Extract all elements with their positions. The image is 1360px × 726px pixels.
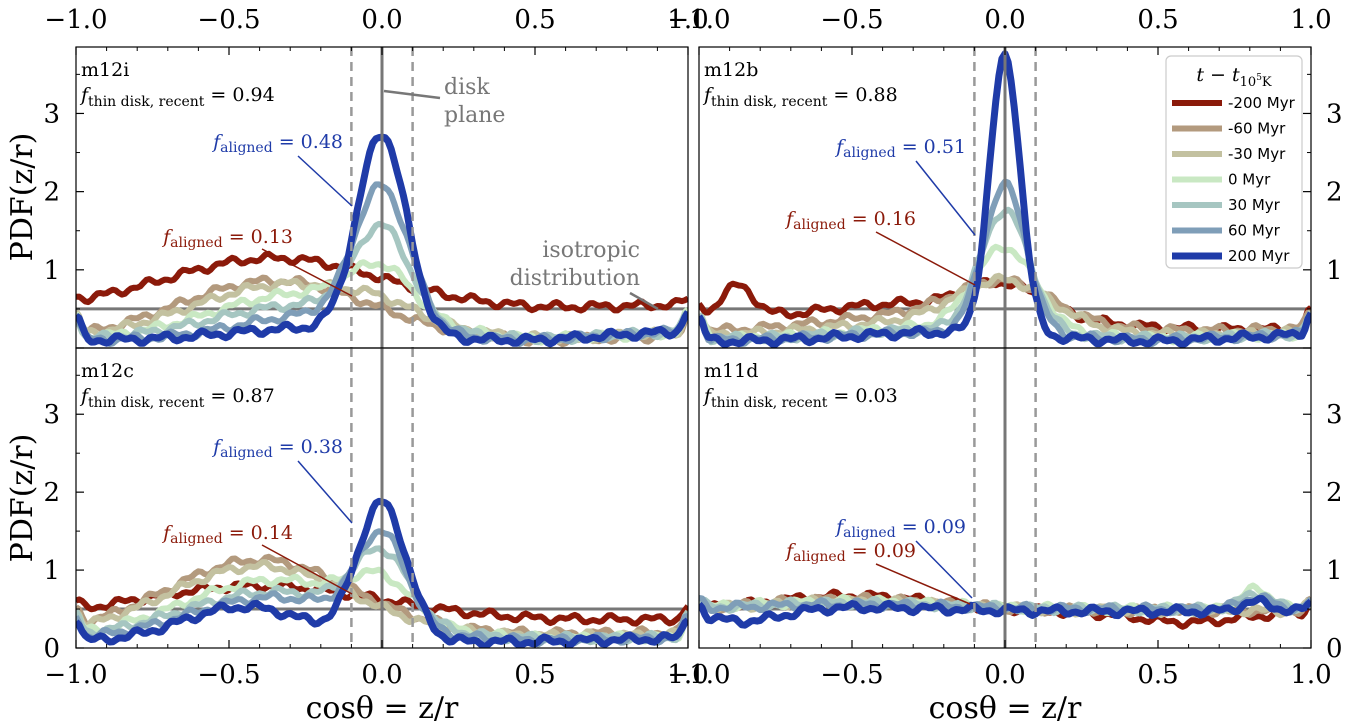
x-tick-label-bottom: −0.5 [820,660,883,690]
f-aligned-early-label-pointer [261,544,353,595]
y-tick-label-right: 1 [1326,556,1343,586]
f-aligned-late-label: faligned = 0.51 [834,136,966,161]
f-aligned-early-label: faligned = 0.16 [784,208,916,233]
f-aligned-early-label: faligned = 0.13 [161,226,293,251]
f-aligned-early-label-pointer [875,563,971,605]
f-aligned-late-label-pointer [297,460,353,524]
panel-name-label: m12b [704,59,758,81]
x-tick-label-top: 1.0 [1290,5,1331,35]
x-tick-label-bottom: 1.0 [1290,660,1331,690]
x-axis-title-left: cosθ = z/r [306,691,459,726]
isotropic-pointer [629,291,659,311]
x-tick-label-top: −1.0 [667,5,730,35]
legend: t − t105K -200 Myr -60 Myr -30 Myr 0 Myr 30 M… [1165,55,1303,269]
x-tick-label-top: 0.5 [514,5,555,35]
y-tick-label-left: 1 [43,556,60,586]
x-tick-label-bottom: 0.5 [514,660,555,690]
y-axis-title-top: PDF(z/r) [5,133,40,262]
x-tick-label-top: 0.5 [1137,5,1178,35]
y-tick-label-left: 3 [43,99,60,129]
x-tick-label-top: −0.5 [820,5,883,35]
legend-entry-label: -200 Myr [1228,94,1296,112]
x-tick-label-top: 0.0 [984,5,1025,35]
y-tick-label-right: 2 [1326,178,1343,208]
x-tick-label-top: −1.0 [44,5,107,35]
x-tick-label-top: 1.0 [667,5,708,35]
legend-entry-label: 0 Myr [1228,171,1271,189]
legend-entry-label: 60 Myr [1228,222,1281,240]
y-tick-label-right: 0 [1326,634,1343,664]
legend-entry-label: -60 Myr [1228,120,1286,138]
panel-m12c: −1.0 −0.5 0.0 0.5 1.0 0 1 2 3 m12c fthin disk, rec… [43,347,709,690]
y-tick-label-right: 3 [1326,99,1343,129]
x-axis-title-right: cosθ = z/r [929,691,1082,726]
f-aligned-early-label-pointer [261,248,353,297]
f-aligned-early-label-pointer [875,231,976,286]
x-tick-label-bottom: −1.0 [667,660,730,690]
legend-entry-label: 30 Myr [1228,196,1281,214]
f-aligned-late-label: faligned = 0.09 [834,516,966,541]
fthin-label: fthin disk, recent = 0.88 [702,84,898,110]
legend-entry-label: -30 Myr [1228,145,1286,163]
y-tick-label-left: 2 [43,178,60,208]
y-tick-label-right: 1 [1326,256,1343,286]
isotropic-annotation-line2: distribution [510,266,640,291]
panel-m12b: −1.0 −0.5 0.0 0.5 1.0 1 2 3 m12b fthin disk, rece… [667,5,1343,349]
y-tick-label-right: 3 [1326,400,1343,430]
y-tick-label-left: 3 [43,400,60,430]
x-tick-label-bottom: −1.0 [44,660,107,690]
y-tick-label-left: 2 [43,478,60,508]
x-tick-label-bottom: 0.0 [984,660,1025,690]
panel-name-label: m12c [81,360,134,382]
f-aligned-late-label-pointer [297,155,353,207]
y-tick-label-left: 1 [43,256,60,286]
isotropic-annotation-line1: isotropic [542,238,640,263]
panel-name-label: m12i [81,59,129,81]
panel-m12i: −1.0 −0.5 0.0 0.5 1.0 1 2 3 m12i fthin disk, rece… [43,5,709,349]
y-tick-label-left: 0 [43,634,60,664]
legend-box [1165,55,1303,269]
y-tick-label-right: 2 [1326,478,1343,508]
f-aligned-late-label-pointer [915,540,973,599]
legend-entry-label: 200 Myr [1228,247,1290,265]
x-tick-label-bottom: 1.0 [667,660,708,690]
x-tick-label-top: −0.5 [197,5,260,35]
fthin-label: fthin disk, recent = 0.03 [702,385,898,411]
x-tick-label-top: 0.0 [361,5,402,35]
f-aligned-early-label: faligned = 0.14 [161,522,293,547]
f-aligned-late-label: faligned = 0.48 [211,131,343,156]
fthin-label: fthin disk, recent = 0.94 [79,84,275,110]
y-axis-title-bottom: PDF(z/r) [5,434,40,563]
x-tick-label-bottom: 0.0 [361,660,402,690]
x-tick-label-bottom: 0.5 [1137,660,1178,690]
f-aligned-late-label: faligned = 0.38 [211,436,343,461]
fthin-label: fthin disk, recent = 0.87 [79,385,275,411]
disk-plane-annotation-line2: plane [444,103,505,128]
disk-plane-annotation-line1: disk [444,75,490,100]
panel-name-label: m11d [704,360,758,382]
disk-plane-pointer [383,89,441,100]
f-aligned-early-label: faligned = 0.09 [784,540,916,565]
legend-title: t − t105K [1196,64,1272,90]
f-aligned-late-label-pointer [915,160,976,236]
x-tick-label-bottom: −0.5 [197,660,260,690]
